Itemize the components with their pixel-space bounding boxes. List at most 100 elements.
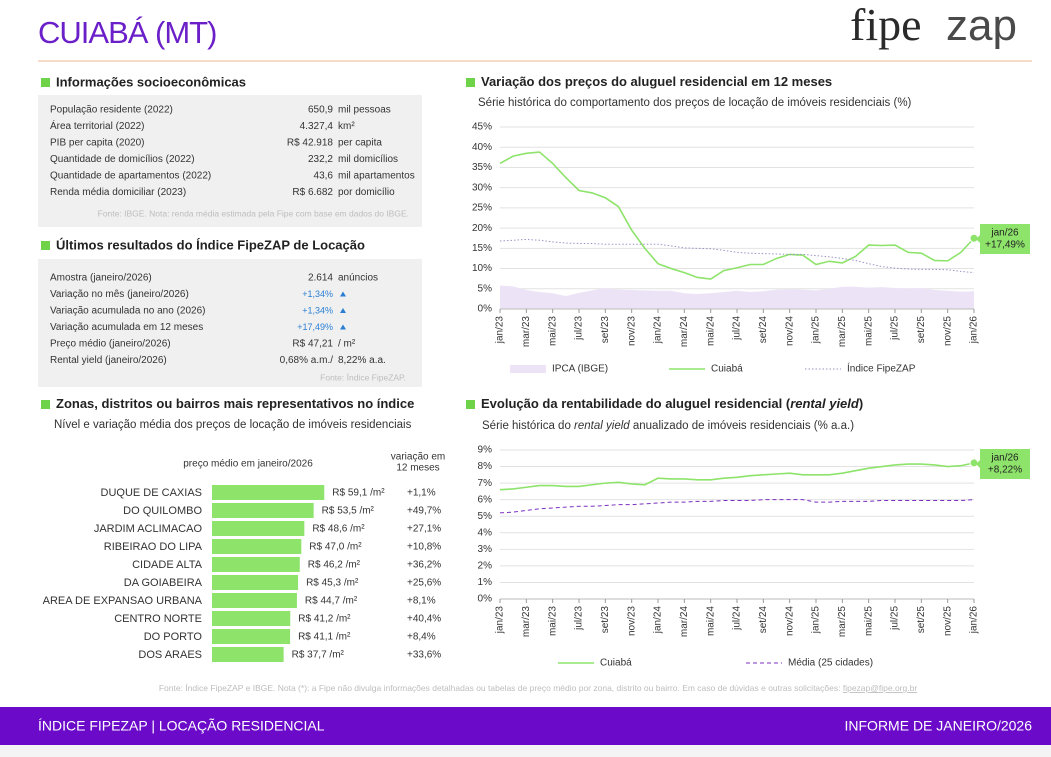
row-unit: per capita [338,138,382,149]
variation-label: +8,1% [407,596,436,607]
chart-subtitle-part: Série histórica do comportamento dos pre… [478,97,912,109]
bar-label: DUQUE DE CAXIAS [101,487,202,499]
annotation-box [976,224,1030,254]
y-tick-label: 0% [478,594,493,605]
x-tick-label: mar/23 [521,606,532,638]
y-tick-label: 1% [478,577,493,588]
x-tick-label: jan/26 [969,316,980,345]
y-tick-label: 7% [478,478,493,489]
row-label: Quantidade de domicílios (2022) [50,154,195,165]
column-header: preço médio em janeiro/2026 [183,459,313,470]
row-value: R$ 6.682 [292,187,333,198]
legend-label: IPCA (IBGE) [552,364,608,375]
variation-label: +49,7% [407,506,441,517]
x-tick-label: nov/25 [942,606,953,636]
legend-label: Cuiabá [711,364,743,375]
bar [212,485,325,500]
row-unit: mil domicílios [338,154,398,165]
bar [212,629,291,644]
section-marker [41,78,50,87]
legend-label: Cuiabá [600,658,632,669]
chart-title: Evolução da rentabilidade do aluguel res… [481,396,863,411]
logo-zap: zap [946,1,1017,50]
footer-bar [0,707,1051,745]
y-tick-label: 4% [478,527,493,538]
row-unit: / m² [338,339,356,350]
end-point [969,458,979,468]
x-tick-label: set/24 [758,606,769,634]
y-tick-label: 35% [472,162,492,173]
up-arrow [340,308,346,313]
section-title: Informações socioeconômicas [56,74,246,89]
x-tick-label: mar/24 [679,316,690,348]
value-label: R$ 48,6 /m² [312,524,365,535]
up-arrow [340,291,346,297]
variation-label: +1,1% [407,488,436,499]
column-header: 12 meses [396,463,439,474]
value-label: R$ 37,7 /m² [292,650,345,661]
logo-fipe: fipe [850,0,922,50]
value-label: R$ 59,1 /m² [332,488,385,499]
variation-label: +10,8% [407,542,441,553]
y-tick-label: 9% [478,445,493,456]
row-label: Variação acumulada em 12 meses [50,322,203,333]
source-note: Fonte: Índice FipeZAP. [320,372,406,382]
section-marker [466,400,475,409]
bar [212,611,291,626]
bar [212,593,297,608]
row-value: 4.327,4 [300,121,334,132]
bar [212,521,305,536]
y-tick-label: 15% [472,243,492,254]
row-unit: mil apartamentos [338,171,415,182]
footer-left: ÍNDICE FIPEZAP | LOCAÇÃO RESIDENCIAL [38,718,325,734]
x-tick-label: nov/24 [784,316,795,346]
bar [212,539,302,554]
y-tick-label: 20% [472,223,492,234]
row-value: 2.614 [308,273,333,284]
row-value: 43,6 [314,171,334,182]
chart-subtitle: Série histórica do rental yield anualiza… [482,420,854,432]
footnote-text: Fonte: Índice FipeZAP e IBGE. Nota (*): … [159,683,843,693]
variation-label: +27,1% [407,524,441,535]
bar-label: CENTRO NORTE [114,613,202,625]
bottom-strip [0,745,1051,757]
annotation-label: +17,49% [985,240,1025,251]
row-label: Renda média domiciliar (2023) [50,187,186,198]
row-unit: km² [338,121,355,132]
section-marker [41,241,50,250]
x-tick-label: mai/25 [863,316,874,346]
x-tick-label: set/23 [600,316,611,344]
row-value: R$ 47,21 [292,339,333,350]
y-tick-label: 5% [478,511,493,522]
variation-label: +8,4% [407,632,436,643]
chart-title: Variação dos preços do aluguel residenci… [481,74,832,89]
value-label: R$ 46,2 /m² [308,560,361,571]
chart-subtitle-part: rental yield [574,420,630,432]
x-tick-label: mar/23 [521,316,532,348]
value-label: R$ 41,2 /m² [298,614,351,625]
x-tick-label: mai/23 [547,316,558,346]
x-tick-label: jan/26 [969,606,980,635]
chart-title-part: Variação dos preços do aluguel residenci… [481,74,832,89]
y-tick-label: 30% [472,182,492,193]
bar-label: RIBEIRAO DO LIPA [104,541,203,553]
x-tick-label: mar/25 [837,606,848,638]
y-tick-label: 2% [478,561,493,572]
row-label: PIB per capita (2020) [50,138,145,149]
section-marker [466,78,475,87]
x-tick-label: nov/24 [784,606,795,636]
row-value: +17,49% [297,322,333,332]
bar [212,557,300,572]
y-tick-label: 10% [472,263,492,274]
x-tick-label: set/25 [916,606,927,634]
x-tick-label: jan/23 [495,606,506,635]
row-label: Variação acumulada no ano (2026) [50,306,205,317]
chart-subtitle: Série histórica do comportamento dos pre… [478,97,912,109]
value-label: R$ 41,1 /m² [298,632,351,643]
bar-label: DO PORTO [144,631,203,643]
bar [212,503,314,518]
chart-subtitle-part: Nível e variação média dos preços de loc… [54,419,412,431]
variation-label: +25,6% [407,578,441,589]
x-tick-label: jan/24 [653,606,664,635]
row-value: +1,34% [302,305,333,315]
